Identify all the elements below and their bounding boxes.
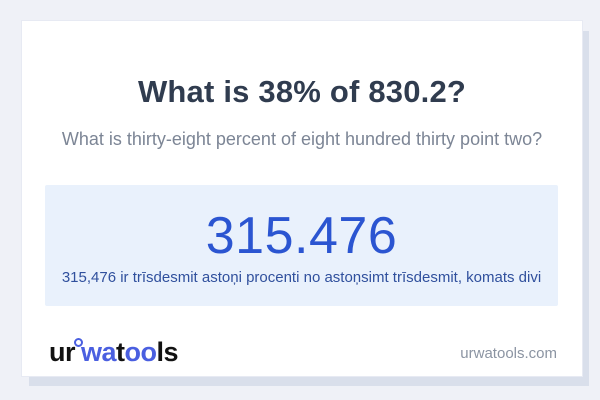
logo[interactable]: ur watools bbox=[49, 337, 179, 367]
question-subtitle: What is thirty-eight percent of eight hu… bbox=[61, 129, 543, 150]
logo-text-t: t bbox=[116, 337, 125, 367]
logo-text-wa: wa bbox=[81, 337, 117, 367]
result-card: What is 38% of 830.2? What is thirty-eig… bbox=[21, 20, 583, 377]
card-footer: ur watools urwatools.com bbox=[22, 338, 582, 376]
answer-sentence: 315,476 ir trīsdesmit astoņi procenti no… bbox=[61, 268, 542, 286]
answer-box: 315.476 315,476 ir trīsdesmit astoņi pro… bbox=[45, 185, 558, 307]
site-url[interactable]: urwatools.com bbox=[460, 345, 557, 362]
page: { "question": { "title": "What is 38% of… bbox=[0, 20, 600, 400]
logo-text-ls: ls bbox=[156, 337, 179, 367]
question-title: What is 38% of 830.2? bbox=[137, 74, 467, 109]
logo-text-ur: ur bbox=[49, 337, 76, 367]
logo-text-oo: oo bbox=[124, 337, 158, 367]
answer-value: 315.476 bbox=[205, 206, 398, 265]
degree-ring-icon bbox=[74, 338, 83, 347]
